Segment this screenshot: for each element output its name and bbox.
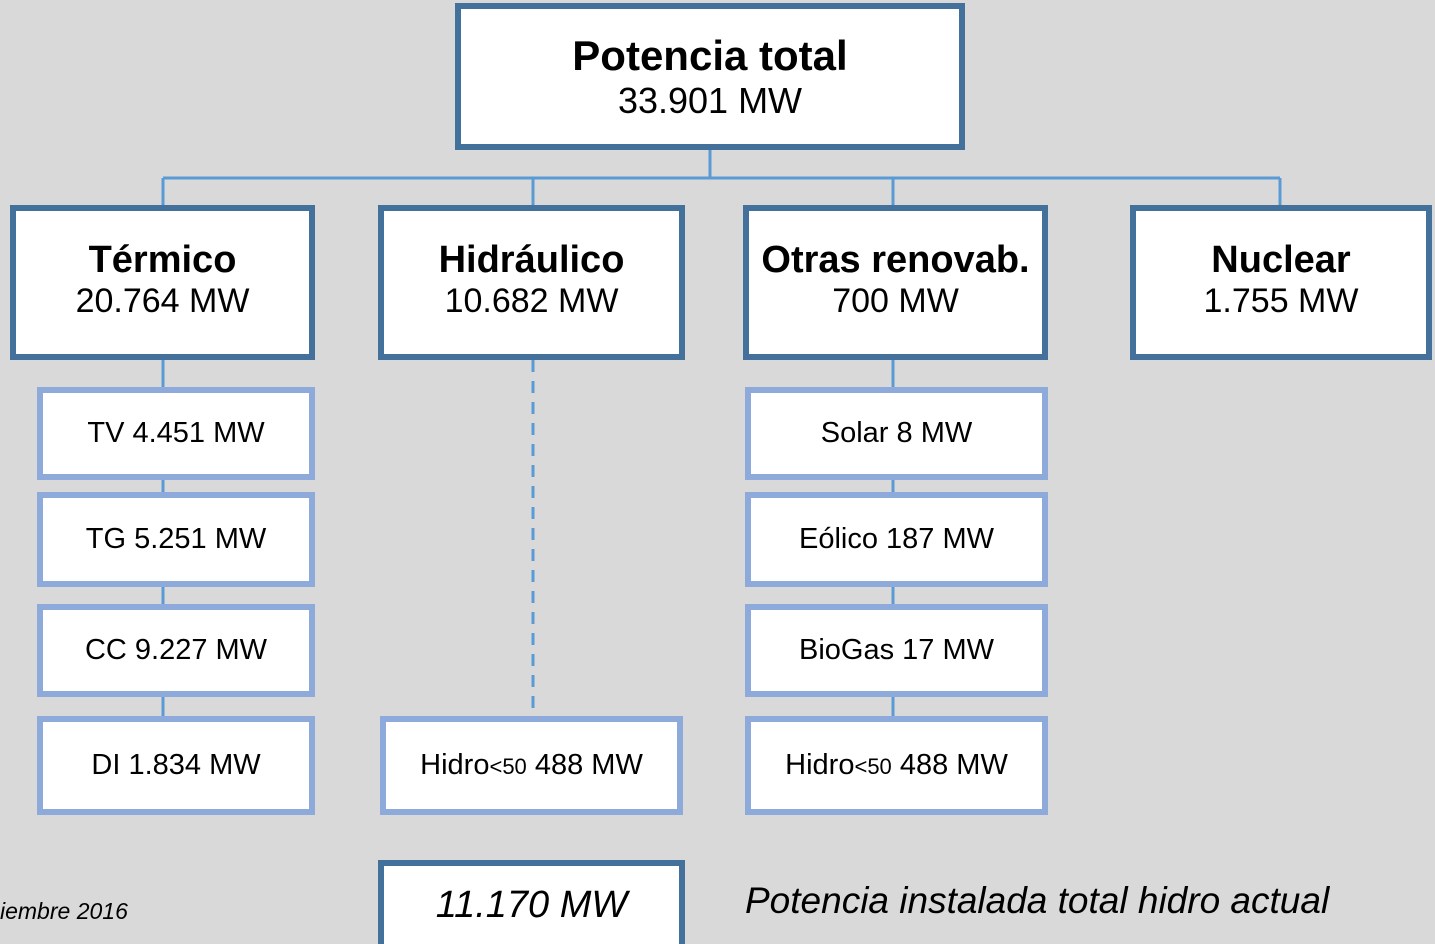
group-value: 10.682 MW bbox=[444, 282, 619, 320]
item-box: BioGas 17 MW bbox=[745, 604, 1048, 697]
item-label: Hidro<50 488 MW bbox=[785, 749, 1008, 782]
item-label: CC 9.227 MW bbox=[84, 634, 268, 666]
item-box: TG 5.251 MW bbox=[37, 492, 315, 587]
item-label: Eólico 187 MW bbox=[798, 523, 994, 555]
caption: Potencia instalada total hidro actual bbox=[745, 880, 1330, 921]
root-box: Potencia total 33.901 MW bbox=[455, 3, 965, 150]
total: 11.170 MW bbox=[435, 883, 628, 926]
item-box: TV 4.451 MW bbox=[37, 387, 315, 480]
group-value: 20.764 MW bbox=[75, 282, 250, 320]
item-box: Hidro<50 488 MW bbox=[745, 716, 1048, 815]
item-box: Eólico 187 MW bbox=[745, 492, 1048, 587]
item-label: Solar 8 MW bbox=[820, 417, 973, 449]
item-label: Hidro<50 488 MW bbox=[420, 749, 643, 782]
item-part: 488 MW bbox=[534, 749, 643, 781]
item-part: Hidro bbox=[785, 749, 855, 781]
total-box: 11.170 MW bbox=[378, 860, 685, 944]
item-box: CC 9.227 MW bbox=[37, 604, 315, 697]
item-part: Hidro bbox=[420, 749, 490, 781]
group-title: Hidráulico bbox=[438, 239, 625, 281]
item-box: DI 1.834 MW bbox=[37, 716, 315, 815]
date: iembre 2016 bbox=[0, 898, 128, 924]
group-value: 700 MW bbox=[832, 282, 959, 320]
item-label: TV 4.451 MW bbox=[87, 417, 265, 449]
item-part: 488 MW bbox=[899, 749, 1008, 781]
group-title: Nuclear bbox=[1211, 239, 1351, 281]
group-box: Térmico 20.764 MW bbox=[10, 205, 315, 360]
item-label: TG 5.251 MW bbox=[85, 523, 267, 555]
item-part: <50 bbox=[854, 754, 892, 779]
root-title: Potencia total bbox=[572, 31, 848, 79]
group-title: Otras renovab. bbox=[761, 239, 1030, 281]
group-title: Térmico bbox=[88, 239, 237, 281]
item-label: BioGas 17 MW bbox=[799, 634, 994, 666]
root-value: 33.901 MW bbox=[617, 79, 803, 121]
group-box: Otras renovab. 700 MW bbox=[743, 205, 1048, 360]
group-box: Hidráulico 10.682 MW bbox=[378, 205, 685, 360]
group-box: Nuclear 1.755 MW bbox=[1130, 205, 1432, 360]
item-box: Solar 8 MW bbox=[745, 387, 1048, 480]
item-box: Hidro<50 488 MW bbox=[380, 716, 683, 815]
group-value: 1.755 MW bbox=[1203, 282, 1359, 320]
item-label: DI 1.834 MW bbox=[91, 749, 261, 781]
item-part: <50 bbox=[489, 754, 527, 779]
